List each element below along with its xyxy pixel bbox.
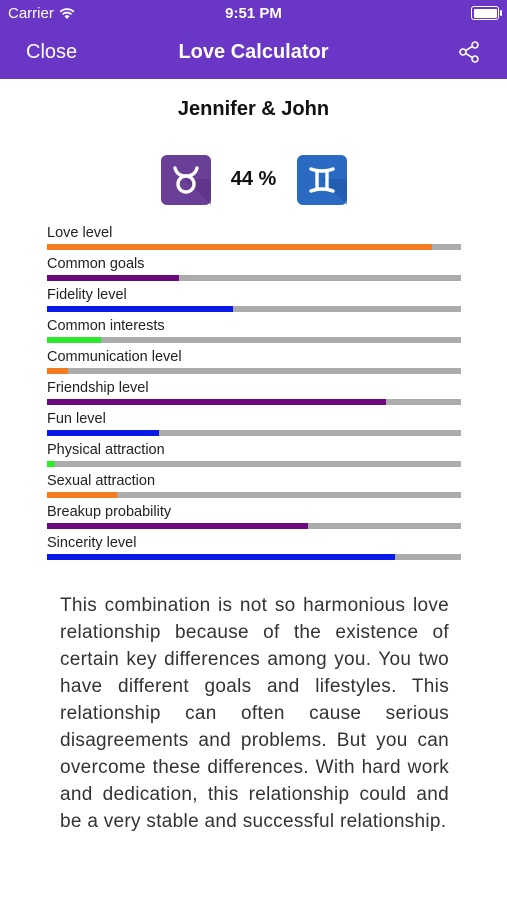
- meter-track: [47, 461, 461, 467]
- meter-track: [47, 306, 461, 312]
- top-bar: Carrier 9:51 PM Close Love Calculator: [0, 0, 507, 79]
- share-icon[interactable]: [457, 40, 481, 64]
- meter-label: Friendship level: [47, 380, 149, 396]
- meter-label: Fun level: [47, 411, 106, 427]
- meter-label: Common interests: [47, 318, 165, 334]
- meter-track: [47, 523, 461, 529]
- meter-fill: [47, 554, 395, 560]
- meter-fill: [47, 368, 68, 374]
- meter-track: [47, 554, 461, 560]
- compatibility-percent: 44 %: [230, 168, 277, 190]
- meter-fill: [47, 244, 433, 250]
- compatibility-description: This combination is not so harmonious lo…: [60, 595, 449, 832]
- meter-label: Sincerity level: [47, 535, 137, 551]
- meter-love-level: Love level: [47, 225, 461, 256]
- navigation-bar: Close Love Calculator: [0, 28, 507, 79]
- meter-common-interests: Common interests: [47, 318, 461, 349]
- compatibility-result: 44 %: [0, 155, 507, 205]
- wifi-icon: [59, 7, 75, 19]
- meter-fill: [47, 492, 118, 498]
- meter-fill: [47, 275, 180, 281]
- meter-track: [47, 492, 461, 498]
- status-time: 9:51 PM: [225, 5, 282, 22]
- meter-friendship-level: Friendship level: [47, 380, 461, 411]
- gemini-icon: [297, 155, 347, 205]
- compatibility-meters: Love level Common goals Fidelity level C…: [47, 225, 461, 566]
- meter-label: Communication level: [47, 349, 182, 365]
- meter-track: [47, 244, 461, 250]
- battery-icon: [471, 6, 502, 20]
- meter-fill: [47, 461, 56, 467]
- meter-fill: [47, 306, 234, 312]
- meter-sincerity-level: Sincerity level: [47, 535, 461, 566]
- status-bar: Carrier 9:51 PM: [0, 0, 507, 28]
- meter-track: [47, 337, 461, 343]
- taurus-icon: [161, 155, 211, 205]
- page-title: Love Calculator: [178, 41, 329, 63]
- meter-breakup-probability: Breakup probability: [47, 504, 461, 535]
- carrier-info: Carrier: [8, 5, 75, 22]
- meter-fill: [47, 430, 159, 436]
- meter-fidelity-level: Fidelity level: [47, 287, 461, 318]
- couple-names: Jennifer & John: [177, 98, 330, 120]
- meter-fill: [47, 337, 101, 343]
- meter-communication-level: Communication level: [47, 349, 461, 380]
- meter-sexual-attraction: Sexual attraction: [47, 473, 461, 504]
- meter-track: [47, 368, 461, 374]
- meter-track: [47, 275, 461, 281]
- meter-label: Common goals: [47, 256, 145, 272]
- meter-label: Fidelity level: [47, 287, 127, 303]
- meter-physical-attraction: Physical attraction: [47, 442, 461, 473]
- close-button[interactable]: Close: [26, 41, 78, 63]
- carrier-label: Carrier: [8, 5, 54, 22]
- meter-label: Love level: [47, 225, 113, 241]
- meter-label: Breakup probability: [47, 504, 172, 520]
- meter-label: Sexual attraction: [47, 473, 156, 489]
- meter-fill: [47, 399, 387, 405]
- meter-common-goals: Common goals: [47, 256, 461, 287]
- meter-track: [47, 399, 461, 405]
- meter-fun-level: Fun level: [47, 411, 461, 442]
- meter-label: Physical attraction: [47, 442, 165, 458]
- meter-fill: [47, 523, 308, 529]
- meter-track: [47, 430, 461, 436]
